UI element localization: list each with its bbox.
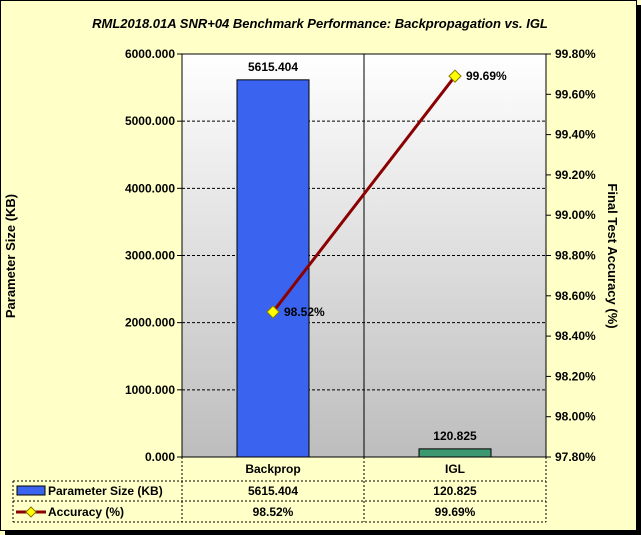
legend-marker-swatch xyxy=(25,506,37,518)
axes: 0.000 1000.000 2000.000 3000.000 4000.000 500… xyxy=(125,47,596,464)
y-tick-label: 1000.000 xyxy=(125,383,175,397)
y-tick-label: 0.000 xyxy=(145,450,175,464)
y2-tick-label: 98.00% xyxy=(555,410,596,424)
y-tick-label: 3000.000 xyxy=(125,249,175,263)
category-label: IGL xyxy=(445,462,465,476)
chart-title: RML2018.01A SNR+04 Benchmark Performance… xyxy=(92,16,548,31)
y2-tick-label: 98.20% xyxy=(555,369,596,383)
table-cell: 98.52% xyxy=(253,505,294,519)
accuracy-marker xyxy=(448,69,462,83)
accuracy-line xyxy=(271,75,457,313)
y2-axis-label: Final Test Accuracy (%) xyxy=(605,183,620,328)
y2-tick-label: 99.80% xyxy=(555,47,596,61)
y2-tick-label: 97.80% xyxy=(555,450,596,464)
accuracy-marker xyxy=(266,305,280,319)
y-tick-label: 6000.000 xyxy=(125,47,175,61)
table-cell: 99.69% xyxy=(435,505,476,519)
y2-tick-label: 99.20% xyxy=(555,168,596,182)
legend-label: Accuracy (%) xyxy=(48,505,124,519)
y-axis-label: Parameter Size (KB) xyxy=(3,194,18,318)
y2-tick-label: 99.40% xyxy=(555,128,596,142)
y-tick-label: 5000.000 xyxy=(125,114,175,128)
accuracy-series: 98.52% 99.69% xyxy=(266,69,507,319)
y2-tick-label: 99.00% xyxy=(555,208,596,222)
legend-label: Parameter Size (KB) xyxy=(48,484,163,498)
legend-bar-swatch xyxy=(16,485,46,496)
y-tick-label: 2000.000 xyxy=(125,316,175,330)
accuracy-value-label: 98.52% xyxy=(284,305,325,319)
bar-value-label: 5615.404 xyxy=(248,60,298,74)
table-cell: 120.825 xyxy=(433,484,477,498)
y2-tick-label: 98.40% xyxy=(555,329,596,343)
y2-tick-label: 98.80% xyxy=(555,249,596,263)
y2-tick-label: 99.60% xyxy=(555,87,596,101)
data-table: Backprop IGL Parameter Size (KB) 5615.404 12… xyxy=(12,457,547,523)
bar xyxy=(418,448,492,458)
bar-value-label: 120.825 xyxy=(433,429,477,443)
bars: 5615.404 120.825 xyxy=(236,60,492,458)
y-tick-label: 4000.000 xyxy=(125,181,175,195)
category-label: Backprop xyxy=(245,462,300,476)
bar xyxy=(236,79,310,458)
table-cell: 5615.404 xyxy=(248,484,298,498)
y2-tick-label: 98.60% xyxy=(555,289,596,303)
accuracy-value-label: 99.69% xyxy=(466,69,507,83)
